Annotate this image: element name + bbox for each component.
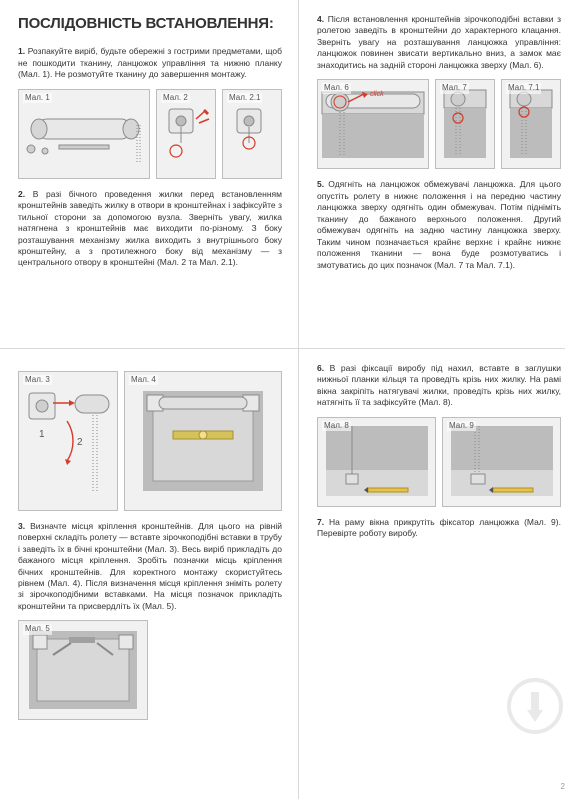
figure-2: Мал. 2	[156, 89, 216, 179]
step-3: 3. Визначте місця кріплення кронштейнів.…	[18, 521, 282, 613]
step-5: 5. Одягніть на ланцюжок обмежувачі ланцю…	[317, 179, 561, 271]
figure-7-1: Мал. 7.1	[501, 79, 561, 169]
figure-8: Мал. 8	[317, 417, 436, 507]
watermark-icon	[505, 676, 565, 739]
step-1: 1. Розпакуйте виріб, будьте обережні з г…	[18, 46, 282, 80]
step-4: 4. Після встановлення кронштейнів зірочк…	[317, 14, 561, 71]
step-2: 2. В разі бічного проведення жилки перед…	[18, 189, 282, 269]
page-title: ПОСЛІДОВНІСТЬ ВСТАНОВЛЕННЯ:	[18, 14, 282, 34]
figure-5: Мал. 5	[18, 620, 148, 720]
click-label: click	[370, 91, 384, 98]
page-number: 2	[561, 782, 565, 793]
figure-4: Мал. 4	[124, 371, 282, 511]
figure-2-1: Мал. 2.1	[222, 89, 282, 179]
figure-7: Мал. 7	[435, 79, 495, 169]
step-6: 6. В разі фіксації виробу під нахил, вст…	[317, 363, 561, 409]
figure-6: Мал. 6 click	[317, 79, 429, 169]
svg-text:1: 1	[39, 429, 45, 440]
figure-9: Мал. 9	[442, 417, 561, 507]
step-7: 7. На раму вікна прикрутіть фіксатор лан…	[317, 517, 561, 540]
figure-1: Мал. 1	[18, 89, 150, 179]
svg-text:2: 2	[77, 437, 83, 448]
figure-3: Мал. 3 1 2	[18, 371, 118, 511]
